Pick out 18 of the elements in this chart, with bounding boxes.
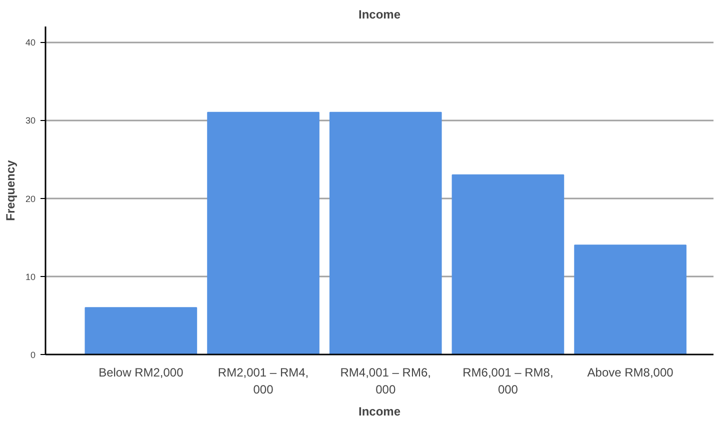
x-tick-label: Above RM8,000 [587, 366, 674, 380]
bar [84, 307, 198, 354]
y-axis-title: Frequency [3, 160, 18, 221]
x-tick-label: RM6,001 – RM8,000 [462, 366, 554, 396]
x-tick-label: Below RM2,000 [98, 366, 184, 380]
bar [329, 112, 442, 354]
y-tick-label: 10 [25, 272, 36, 282]
x-axis-title: Income [358, 404, 401, 418]
bar [452, 174, 564, 354]
bar [207, 112, 320, 354]
chart-title: Income [358, 8, 401, 22]
x-tick-label: RM4,001 – RM6,000 [340, 366, 431, 396]
y-tick-label: 30 [25, 116, 36, 126]
x-tick-label: RM2,001 – RM4,000 [218, 366, 309, 396]
y-tick-label: 20 [25, 194, 36, 204]
y-tick-label: 0 [30, 350, 36, 360]
bar [574, 244, 686, 354]
y-tick-label: 40 [25, 38, 36, 48]
